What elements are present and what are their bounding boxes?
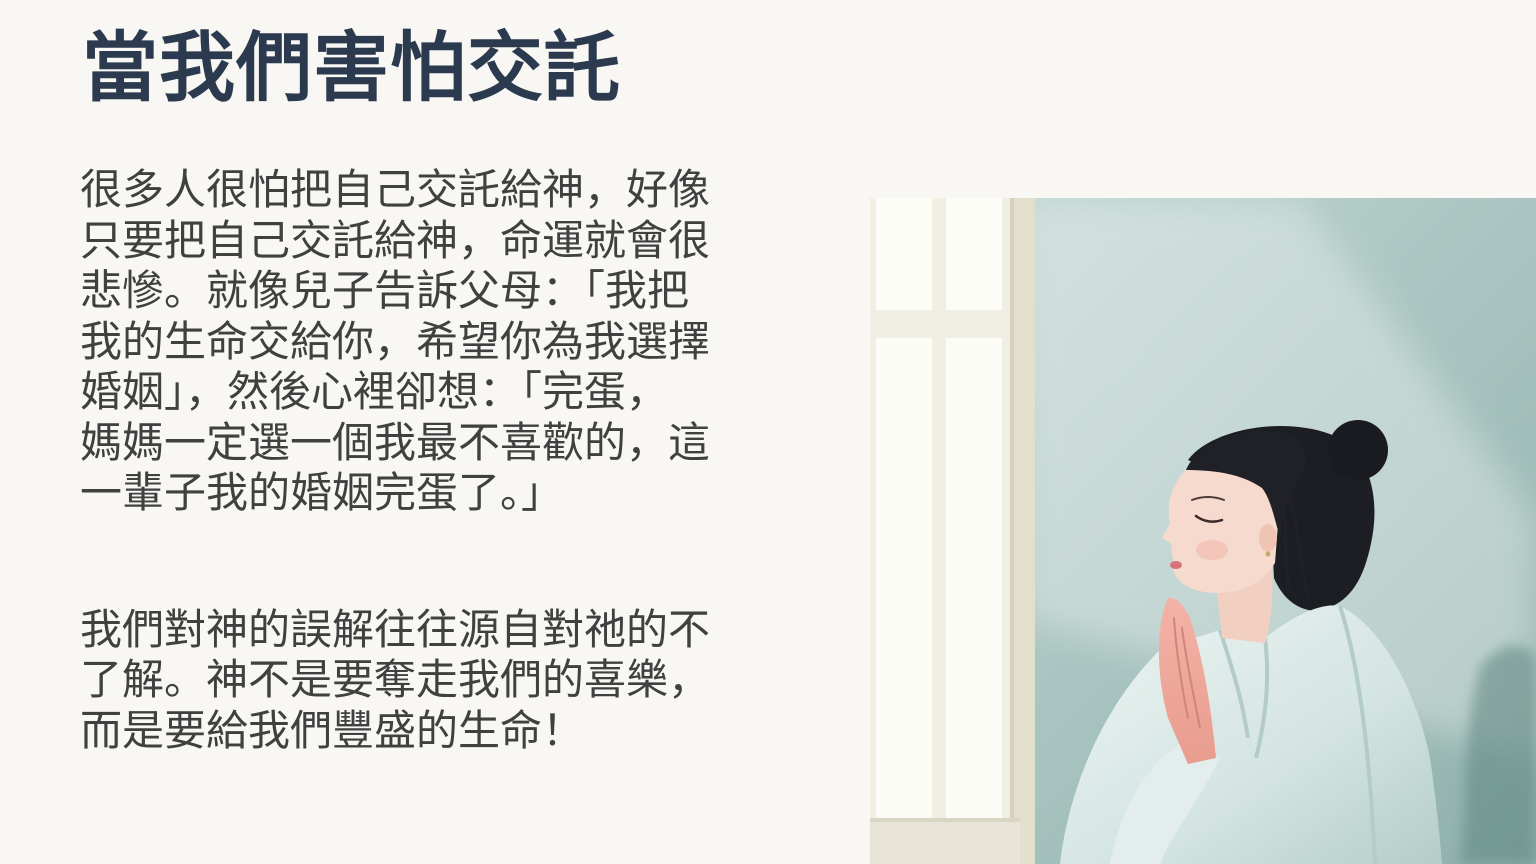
closed-eye xyxy=(1194,514,1224,523)
ear xyxy=(1259,524,1277,552)
praying-woman-illustration xyxy=(870,198,1536,864)
face xyxy=(1162,461,1280,593)
text-line: 只要把自己交託給神，命運就會很 xyxy=(80,215,711,265)
paragraph-abundant-life: 我們對神的誤解往往源自對祂的不 了解。神不是要奪走我們的喜樂， 而是要給我們豐盛… xyxy=(80,605,740,757)
text-line: 我的生命交給你，希望你為我選擇 xyxy=(80,316,711,366)
cheek-blush xyxy=(1196,540,1228,560)
text-line: 了解。神不是要奪走我們的喜樂， xyxy=(80,655,711,704)
slide-title: 當我們害怕交託 xyxy=(82,23,621,112)
woman-figure xyxy=(1060,420,1442,864)
lips xyxy=(1170,561,1182,569)
slide-body: 很多人很怕把自己交託給神，好像 只要把自己交託給神，命運就會很 悲慘。就像兒子告… xyxy=(80,165,740,756)
text-line: 我們對神的誤解往往源自對祂的不 xyxy=(80,604,711,654)
sleeve xyxy=(1110,738,1220,864)
text-line: 悲慘。就像兒子告訴父母：「我把 xyxy=(80,266,690,315)
hair-front xyxy=(1186,430,1306,538)
praying-hands xyxy=(1158,597,1216,764)
hair-strand xyxy=(1280,492,1312,600)
text-line: 媽媽一定選一個我最不喜歡的，這 xyxy=(80,417,711,467)
illustration-svg xyxy=(870,198,1536,864)
text-line: 很多人很怕把自己交託給神，好像 xyxy=(80,165,711,214)
robe-collar xyxy=(1218,605,1377,864)
text-line: 婚姻」，然後心裡卻想：「完蛋， xyxy=(80,367,669,416)
paragraph-fear-of-surrender: 很多人很怕把自己交託給神，好像 只要把自己交託給神，命運就會很 悲慘。就像兒子告… xyxy=(80,165,740,519)
window xyxy=(870,198,1035,864)
hair-bun xyxy=(1328,420,1388,480)
text-line: 而是要給我們豐盛的生命！ xyxy=(80,705,585,755)
eyebrow xyxy=(1191,496,1225,501)
finger-lines xyxy=(1173,617,1201,729)
earring xyxy=(1265,551,1271,557)
wall-shadow xyxy=(1460,645,1536,864)
text-line: 一輩子我的婚姻完蛋了。」 xyxy=(80,468,564,517)
